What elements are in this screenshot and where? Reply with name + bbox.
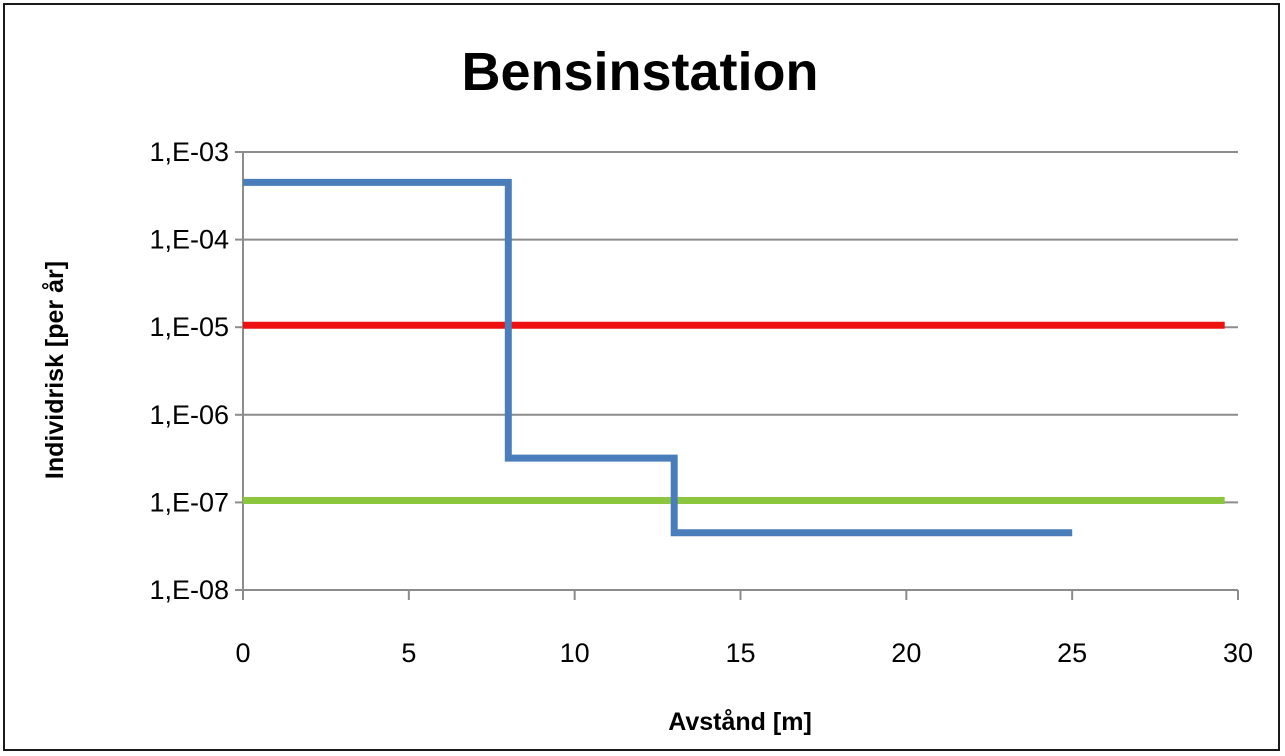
y-tick-label: 1,E-07 [149, 487, 229, 517]
x-tick-label: 10 [560, 638, 590, 668]
chart-frame [3, 3, 1280, 751]
x-tick-label: 30 [1223, 638, 1253, 668]
x-tick-label: 25 [1057, 638, 1087, 668]
y-tick-label: 1,E-03 [149, 137, 229, 167]
x-tick-label: 15 [725, 638, 755, 668]
x-tick-label: 20 [891, 638, 921, 668]
series-lines [243, 178, 1225, 537]
y-tick-labels: 1,E-03 1,E-04 1,E-05 1,E-06 1,E-07 1,E-08 [149, 137, 229, 605]
y-tick-label: 1,E-08 [149, 575, 229, 605]
axes [235, 151, 1239, 600]
chart-title: Bensinstation [461, 42, 818, 102]
gridlines [243, 151, 1238, 591]
y-tick-label: 1,E-04 [149, 225, 229, 255]
x-tick-label: 5 [401, 638, 416, 668]
x-tick-label: 0 [235, 638, 250, 668]
y-axis-label: Individrisk [per år] [41, 261, 69, 479]
x-tick-labels: 0 5 10 15 20 25 30 [235, 638, 1253, 668]
series-line-blue [243, 178, 1073, 537]
y-tick-label: 1,E-05 [149, 312, 229, 342]
y-tick-label: 1,E-06 [149, 400, 229, 430]
x-axis-label: Avstånd [m] [668, 708, 812, 736]
